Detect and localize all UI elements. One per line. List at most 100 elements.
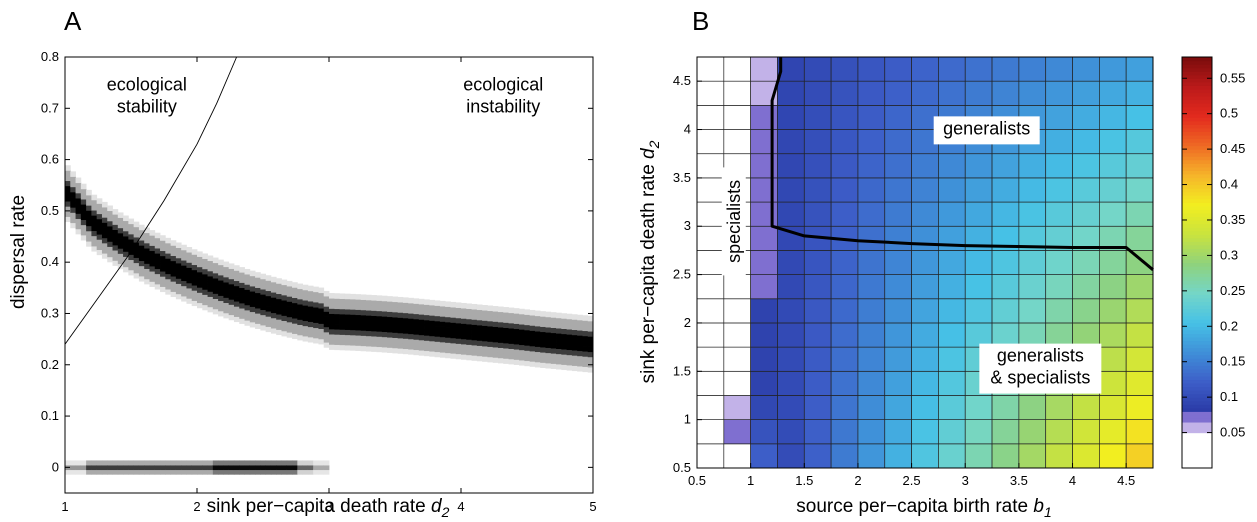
branch-cell	[181, 260, 187, 266]
branch-cell	[91, 246, 98, 252]
heatmap-cell	[723, 322, 751, 348]
branch-cell	[365, 310, 372, 316]
heatmap-cell	[777, 177, 805, 203]
branch-cell	[96, 213, 103, 220]
branch-cell	[418, 314, 425, 320]
branch-cell	[96, 229, 103, 235]
zero-branch-cell	[202, 465, 208, 471]
branch-cell	[513, 318, 520, 324]
branch-cell	[439, 311, 446, 317]
branch-cell	[212, 272, 219, 279]
colorbar-segment	[1182, 336, 1212, 342]
branch-cell	[577, 325, 583, 331]
zero-branch-cell	[212, 469, 219, 475]
panel-a-x-axis-label: sink per−capita death rate d2	[207, 496, 450, 520]
branch-cell	[228, 314, 235, 321]
heatmap-cell	[911, 419, 939, 445]
branch-cell	[323, 290, 330, 297]
branch-cell	[492, 311, 499, 317]
branch-cell	[371, 325, 377, 332]
branch-cell	[170, 291, 177, 298]
branch-cell	[255, 323, 261, 330]
branch-cell	[75, 198, 82, 204]
branch-cell	[418, 350, 425, 356]
zero-branch-cell	[307, 460, 314, 466]
branch-cell	[408, 297, 414, 304]
branch-cell	[503, 307, 509, 313]
zero-branch-cell	[223, 469, 230, 475]
heatmap-cell	[884, 80, 912, 106]
colorbar-segment	[1182, 258, 1212, 264]
branch-cell	[355, 330, 362, 336]
heatmap-cell	[1018, 322, 1047, 348]
zero-branch-cell	[249, 469, 256, 475]
branch-cell	[128, 228, 135, 235]
colorbar-segment	[1182, 397, 1212, 402]
branch-cell	[571, 360, 578, 366]
branch-cell	[397, 322, 404, 329]
heatmap-cell	[1099, 322, 1127, 348]
heatmap-cell	[830, 105, 859, 130]
branch-cell	[455, 353, 462, 360]
branch-cell	[144, 248, 150, 254]
heatmap-cell	[696, 322, 725, 348]
branch-cell	[556, 353, 562, 360]
branch-cell	[360, 340, 367, 347]
zero-branch-cell	[101, 465, 108, 471]
branch-cell	[149, 281, 156, 287]
y-tick-label: 0.3	[41, 305, 59, 320]
branch-cell	[424, 319, 430, 326]
branch-cell	[355, 340, 362, 346]
heatmap-cell	[857, 443, 886, 469]
branch-cell	[101, 242, 108, 249]
branch-cell	[186, 246, 193, 253]
branch-cell	[365, 335, 372, 342]
branch-cell	[550, 327, 557, 334]
zero-branch-cell	[123, 460, 129, 466]
branch-cell	[503, 332, 509, 339]
branch-cell	[482, 335, 488, 342]
branch-cell	[545, 352, 552, 359]
branch-cell	[181, 296, 187, 302]
heatmap-cell	[1018, 419, 1047, 445]
branch-cell	[128, 264, 135, 271]
heatmap-cell	[1045, 298, 1073, 324]
heatmap-cell	[803, 346, 832, 372]
branch-cell	[461, 323, 467, 330]
branch-cell	[307, 301, 314, 307]
branch-cell	[233, 301, 240, 307]
branch-cell	[582, 320, 589, 326]
branch-cell	[508, 353, 515, 360]
branch-cell	[439, 321, 446, 327]
branch-cell	[450, 353, 457, 359]
branch-cell	[566, 359, 573, 366]
branch-cell	[355, 294, 362, 300]
heatmap-cell	[696, 56, 725, 82]
branch-cell	[138, 234, 145, 241]
colorbar-tick-label: 0.5	[1220, 106, 1238, 121]
heatmap-cell	[1099, 177, 1127, 203]
branch-cell	[265, 285, 272, 292]
branch-cell	[439, 316, 446, 322]
branch-cell	[323, 316, 330, 323]
branch-cell	[540, 326, 546, 333]
branch-cell	[392, 317, 399, 323]
branch-cell	[281, 300, 288, 306]
panel-b-annotation: generalists	[943, 118, 1030, 138]
y-tick-label: 0.8	[41, 49, 59, 64]
heatmap-cell	[830, 419, 859, 445]
branch-cell	[545, 357, 552, 364]
heatmap-cell	[1072, 298, 1100, 324]
branch-cell	[323, 342, 330, 348]
branch-cell	[286, 327, 293, 333]
branch-cell	[329, 293, 335, 299]
branch-cell	[133, 231, 140, 238]
zero-branch-cell	[96, 465, 103, 471]
branch-cell	[186, 272, 193, 279]
branch-cell	[566, 313, 573, 320]
heatmap-cell	[696, 225, 725, 251]
heatmap-cell	[857, 370, 886, 396]
branch-cell	[376, 300, 383, 307]
branch-cell	[123, 236, 129, 242]
branch-cell	[582, 335, 589, 342]
